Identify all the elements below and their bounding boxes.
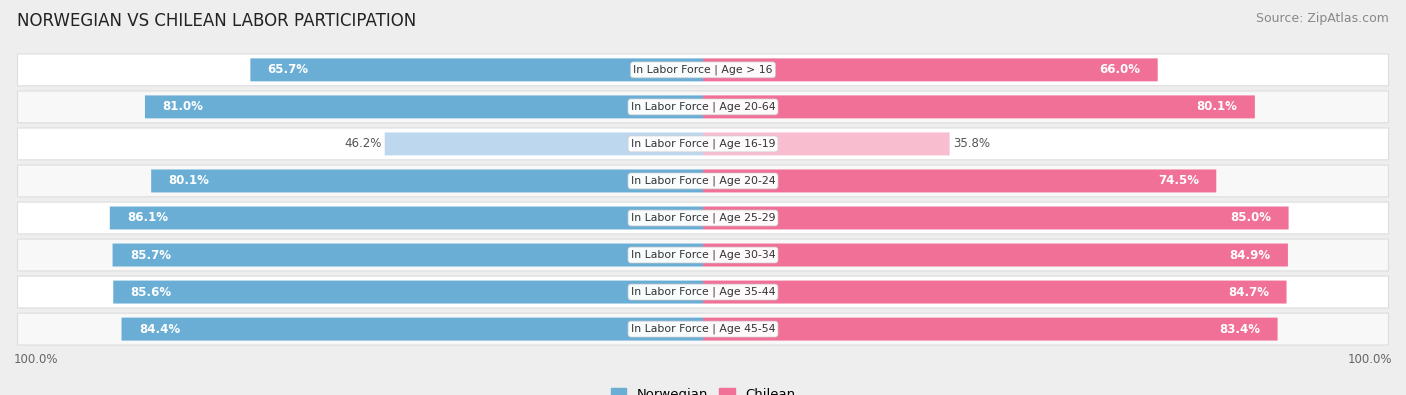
FancyBboxPatch shape	[110, 207, 703, 229]
Text: 80.1%: 80.1%	[1197, 100, 1237, 113]
Text: 84.7%: 84.7%	[1229, 286, 1270, 299]
Text: In Labor Force | Age > 16: In Labor Force | Age > 16	[633, 65, 773, 75]
Text: 80.1%: 80.1%	[169, 175, 209, 188]
FancyBboxPatch shape	[17, 239, 1389, 271]
FancyBboxPatch shape	[17, 54, 1389, 86]
Text: 35.8%: 35.8%	[953, 137, 990, 150]
FancyBboxPatch shape	[17, 313, 1389, 345]
Text: 84.9%: 84.9%	[1230, 248, 1271, 261]
Text: In Labor Force | Age 45-54: In Labor Force | Age 45-54	[631, 324, 775, 334]
Text: 86.1%: 86.1%	[127, 211, 169, 224]
FancyBboxPatch shape	[17, 202, 1389, 234]
Text: 66.0%: 66.0%	[1099, 63, 1140, 76]
Text: 85.7%: 85.7%	[129, 248, 170, 261]
Text: In Labor Force | Age 25-29: In Labor Force | Age 25-29	[631, 213, 775, 223]
Text: 85.0%: 85.0%	[1230, 211, 1271, 224]
FancyBboxPatch shape	[385, 132, 703, 155]
FancyBboxPatch shape	[121, 318, 703, 340]
Text: 74.5%: 74.5%	[1159, 175, 1199, 188]
FancyBboxPatch shape	[703, 58, 1157, 81]
Text: 84.4%: 84.4%	[139, 323, 180, 336]
FancyBboxPatch shape	[703, 318, 1278, 340]
FancyBboxPatch shape	[703, 280, 1286, 303]
Text: 83.4%: 83.4%	[1219, 323, 1260, 336]
Text: In Labor Force | Age 35-44: In Labor Force | Age 35-44	[631, 287, 775, 297]
FancyBboxPatch shape	[703, 96, 1254, 118]
Text: In Labor Force | Age 30-34: In Labor Force | Age 30-34	[631, 250, 775, 260]
FancyBboxPatch shape	[145, 96, 703, 118]
FancyBboxPatch shape	[703, 132, 949, 155]
Text: NORWEGIAN VS CHILEAN LABOR PARTICIPATION: NORWEGIAN VS CHILEAN LABOR PARTICIPATION	[17, 12, 416, 30]
FancyBboxPatch shape	[114, 280, 703, 303]
FancyBboxPatch shape	[703, 207, 1289, 229]
FancyBboxPatch shape	[112, 244, 703, 267]
Text: In Labor Force | Age 20-64: In Labor Force | Age 20-64	[631, 102, 775, 112]
FancyBboxPatch shape	[152, 169, 703, 192]
Text: 81.0%: 81.0%	[162, 100, 202, 113]
Text: Source: ZipAtlas.com: Source: ZipAtlas.com	[1256, 12, 1389, 25]
Text: 46.2%: 46.2%	[344, 137, 381, 150]
FancyBboxPatch shape	[703, 244, 1288, 267]
Text: 85.6%: 85.6%	[131, 286, 172, 299]
Text: In Labor Force | Age 20-24: In Labor Force | Age 20-24	[631, 176, 775, 186]
FancyBboxPatch shape	[17, 165, 1389, 197]
FancyBboxPatch shape	[703, 169, 1216, 192]
FancyBboxPatch shape	[250, 58, 703, 81]
Text: 100.0%: 100.0%	[1347, 353, 1392, 366]
Text: In Labor Force | Age 16-19: In Labor Force | Age 16-19	[631, 139, 775, 149]
Text: 100.0%: 100.0%	[14, 353, 59, 366]
FancyBboxPatch shape	[17, 128, 1389, 160]
FancyBboxPatch shape	[17, 91, 1389, 123]
Text: 65.7%: 65.7%	[267, 63, 308, 76]
FancyBboxPatch shape	[17, 276, 1389, 308]
Legend: Norwegian, Chilean: Norwegian, Chilean	[606, 383, 800, 395]
